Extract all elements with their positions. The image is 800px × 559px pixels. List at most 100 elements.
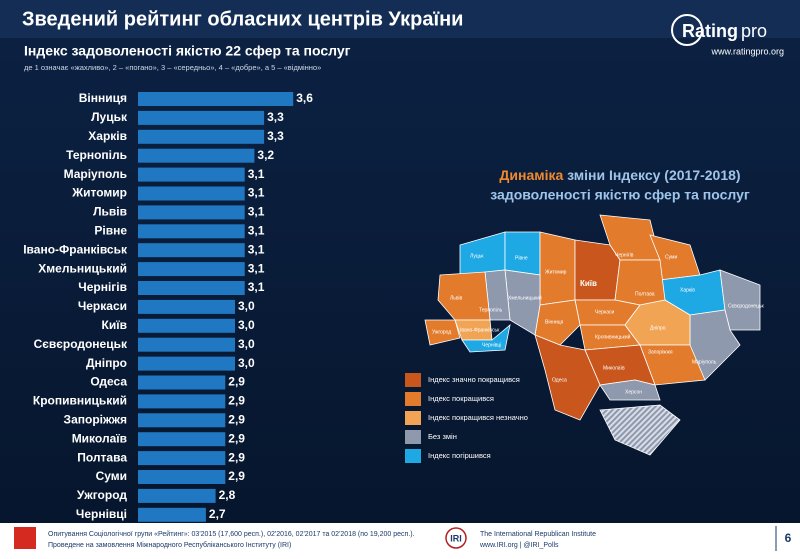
city-label: Запоріжжя xyxy=(648,349,673,355)
bar xyxy=(138,186,245,201)
city-label: Херсон xyxy=(625,389,642,395)
city-label: Дніпро xyxy=(650,325,666,331)
map-title-rest: зміни Індексу (2017-2018) xyxy=(563,167,740,183)
legend-label: Індекс значно покращився xyxy=(428,375,520,384)
bar xyxy=(138,507,206,522)
bar xyxy=(138,299,235,314)
value-label: 3,0 xyxy=(238,299,255,313)
legend-swatch xyxy=(405,411,421,425)
legend-swatch xyxy=(405,373,421,387)
city-label: Кропивницький xyxy=(595,333,631,340)
category-label: Кропивницький xyxy=(33,394,127,408)
category-label: Черкаси xyxy=(78,299,127,313)
category-label: Київ xyxy=(102,318,127,332)
map-title-highlight: Динаміка xyxy=(499,167,563,183)
map-title-line2: задоволеності якістю сфер та послуг xyxy=(490,187,750,203)
value-label: 3,0 xyxy=(238,318,255,332)
bar xyxy=(138,205,245,220)
legend-swatch xyxy=(405,392,421,406)
value-label: 2,8 xyxy=(219,488,236,502)
chart-title: Індекс задоволеності якістю 22 сфер та п… xyxy=(24,43,351,59)
bar xyxy=(138,488,216,503)
value-label: 3,3 xyxy=(267,110,284,124)
city-label: Чернігів xyxy=(615,252,634,258)
region xyxy=(504,231,541,276)
category-label: Хмельницький xyxy=(38,261,127,275)
category-label: Ужгород xyxy=(77,488,127,502)
legend-swatch xyxy=(405,430,421,444)
city-label: Харків xyxy=(680,287,695,293)
region xyxy=(424,319,461,346)
city-label: Вінниця xyxy=(545,319,564,325)
city-label: Луцьк xyxy=(470,253,484,259)
city-label: Ужгород xyxy=(432,329,451,335)
category-label: Львів xyxy=(93,205,127,219)
footer-logo xyxy=(14,527,36,549)
city-label: Київ xyxy=(580,279,597,288)
value-label: 3,0 xyxy=(238,337,255,351)
iri-emblem xyxy=(445,527,467,549)
iri-links: www.IRI.org | @IRI_Polls xyxy=(479,542,559,549)
iri-logo: IRI xyxy=(450,533,462,543)
category-label: Рівне xyxy=(94,223,127,237)
city-label: Миколаїв xyxy=(603,365,625,371)
region xyxy=(719,269,761,331)
legend-label: Індекс погіршився xyxy=(428,451,491,460)
region xyxy=(534,334,601,421)
value-label: 3,1 xyxy=(248,167,265,181)
region xyxy=(599,404,681,456)
category-label: Суми xyxy=(96,469,127,483)
category-label: Луцьк xyxy=(91,110,128,124)
city-label: Тернопіль xyxy=(479,307,503,313)
category-label: Миколаїв xyxy=(72,431,127,445)
bar xyxy=(138,110,265,125)
footer-line1: Опитування Соціологічної групи «Рейтинг»… xyxy=(48,530,415,538)
chart-subtitle: де 1 означає «жахливо», 2 – «погано», 3 … xyxy=(24,63,321,72)
value-label: 2,9 xyxy=(228,375,245,389)
value-label: 3,1 xyxy=(248,205,265,219)
city-label: Хмельницький xyxy=(508,294,542,301)
map-title: Динаміка зміни Індексу (2017-2018) xyxy=(499,167,740,183)
category-label: Полтава xyxy=(77,450,127,464)
value-label: 3,1 xyxy=(248,186,265,200)
value-label: 2,9 xyxy=(228,394,245,408)
bar xyxy=(138,262,245,277)
map xyxy=(424,214,761,456)
value-label: 3,3 xyxy=(267,129,284,143)
bar xyxy=(138,451,226,466)
category-label: Чернігів xyxy=(78,280,127,294)
logo-main: Rating xyxy=(682,21,738,41)
value-label: 2,9 xyxy=(228,450,245,464)
bar xyxy=(138,413,226,428)
value-label: 2,9 xyxy=(228,469,245,483)
bar xyxy=(138,148,255,163)
legend-label: Індекс покращився незначно xyxy=(428,413,528,422)
city-label: Сєвєродонецьк xyxy=(728,303,765,309)
value-label: 3,0 xyxy=(238,356,255,370)
city-label: Рівне xyxy=(515,255,528,261)
city-label: Львів xyxy=(450,295,463,301)
city-label: Маріуполь xyxy=(692,359,717,365)
category-label: Житомир xyxy=(71,186,127,200)
region xyxy=(599,379,661,401)
page-number: 6 xyxy=(785,531,792,545)
bar xyxy=(138,337,235,352)
city-label: Одеса xyxy=(552,377,567,383)
city-label: Івано-Франківськ xyxy=(460,327,500,333)
footer-line2: Проведене на замовлення Міжнародного Рес… xyxy=(48,541,291,549)
logo-ring xyxy=(671,14,703,46)
legend-label: Без змін xyxy=(428,432,457,441)
footer-bar xyxy=(0,523,800,554)
bar xyxy=(138,356,235,371)
bar xyxy=(138,129,265,144)
value-label: 3,2 xyxy=(257,148,274,162)
category-label: Тернопіль xyxy=(66,148,127,162)
bar xyxy=(138,224,245,239)
category-label: Запоріжжя xyxy=(64,412,127,426)
region xyxy=(461,323,511,353)
value-label: 2,9 xyxy=(228,431,245,445)
city-label: Житомир xyxy=(545,269,567,275)
site: www.ratingpro.org xyxy=(710,46,784,56)
category-label: Дніпро xyxy=(86,356,127,370)
